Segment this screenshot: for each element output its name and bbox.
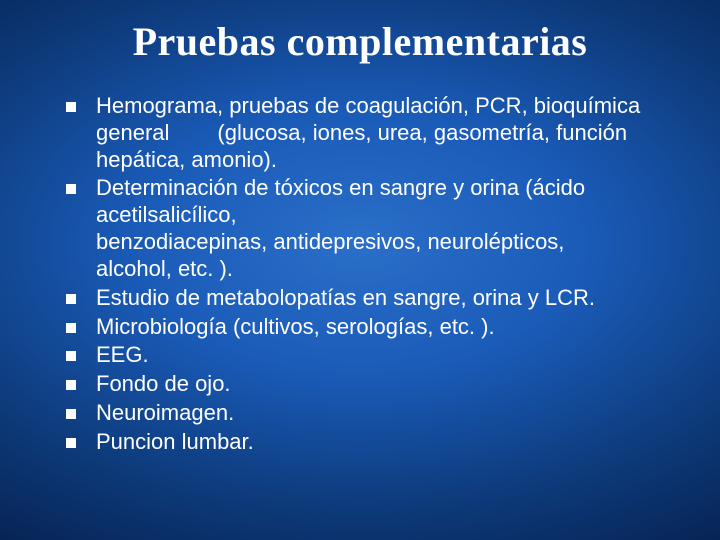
list-item-text: acetilsalicílico,	[96, 202, 660, 229]
list-item: Hemograma, pruebas de coagulación, PCR, …	[60, 93, 660, 173]
list-item: Puncion lumbar.	[60, 429, 660, 456]
list-item-text: hepática, amonio).	[96, 147, 660, 174]
list-item-text: EEG.	[96, 342, 660, 369]
slide-title: Pruebas complementarias	[60, 18, 660, 65]
square-bullet-icon	[66, 294, 76, 304]
bullet-list: Hemograma, pruebas de coagulación, PCR, …	[60, 93, 660, 456]
square-bullet-icon	[66, 380, 76, 390]
list-item-text: Puncion lumbar.	[96, 429, 660, 456]
list-item-text: alcohol, etc. ).	[96, 256, 660, 283]
list-item-text: Hemograma, pruebas de coagulación, PCR, …	[96, 93, 660, 120]
square-bullet-icon	[66, 409, 76, 419]
list-item: Determinación de tóxicos en sangre y ori…	[60, 175, 660, 282]
list-item: Fondo de ojo.	[60, 371, 660, 398]
slide-container: Pruebas complementarias Hemograma, prueb…	[0, 0, 720, 540]
list-item: EEG.	[60, 342, 660, 369]
list-item: Estudio de metabolopatías en sangre, ori…	[60, 285, 660, 312]
list-item: Neuroimagen.	[60, 400, 660, 427]
square-bullet-icon	[66, 438, 76, 448]
square-bullet-icon	[66, 351, 76, 361]
list-item-text: Microbiología (cultivos, serologías, etc…	[96, 314, 660, 341]
list-item-text: general(glucosa, iones, urea, gasometría…	[96, 120, 660, 147]
list-item-text: Determinación de tóxicos en sangre y ori…	[96, 175, 660, 202]
list-item-text: Estudio de metabolopatías en sangre, ori…	[96, 285, 660, 312]
square-bullet-icon	[66, 323, 76, 333]
list-item-text: Neuroimagen.	[96, 400, 660, 427]
list-item: Microbiología (cultivos, serologías, etc…	[60, 314, 660, 341]
list-item-text: benzodiacepinas, antidepresivos, neurolé…	[96, 229, 660, 256]
square-bullet-icon	[66, 102, 76, 112]
square-bullet-icon	[66, 184, 76, 194]
list-item-text: Fondo de ojo.	[96, 371, 660, 398]
